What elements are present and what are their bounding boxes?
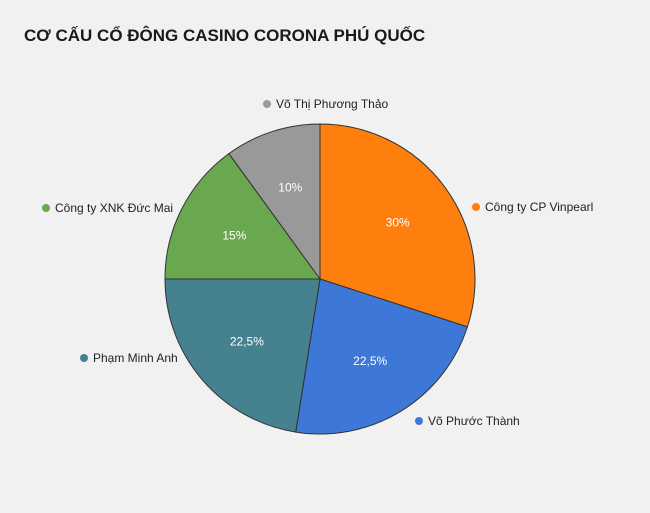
legend-marker <box>42 204 50 212</box>
legend-marker <box>415 417 423 425</box>
legend-marker <box>263 100 271 108</box>
legend-marker <box>472 203 480 211</box>
pie-slice <box>319 123 476 328</box>
chart-title: CƠ CẤU CỔ ĐÔNG CASINO CORONA PHÚ QUỐC <box>24 26 426 45</box>
slice-percent-label: 22,5% <box>230 334 264 348</box>
pie-slice <box>164 278 321 433</box>
legend-label: Công ty CP Vinpearl <box>485 200 593 214</box>
slice-percent-label: 30% <box>386 216 410 230</box>
legend-label: Võ Phước Thành <box>428 414 520 428</box>
slice-percent-label: 15% <box>222 228 246 242</box>
pie-slice <box>295 278 469 435</box>
pie-slice <box>164 152 321 280</box>
legend-marker <box>80 354 88 362</box>
slice-percent-label: 10% <box>278 181 302 195</box>
legend-label: Phạm Minh Anh <box>93 351 178 365</box>
legend-label: Võ Thị Phương Thảo <box>276 97 389 111</box>
pie-slice <box>228 123 321 281</box>
slice-percent-label: 22,5% <box>353 354 387 368</box>
legend-label: Công ty XNK Đức Mai <box>55 201 173 215</box>
